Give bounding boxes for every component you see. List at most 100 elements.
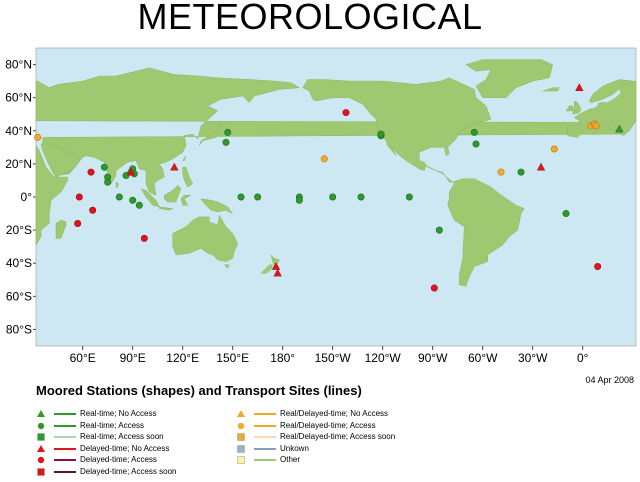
land-southamerica — [447, 178, 525, 287]
land-taiwan — [182, 155, 187, 161]
legend-item: Delayed-time; Access — [36, 454, 236, 466]
land-britain — [572, 100, 582, 115]
lat-label: 40°S — [6, 256, 32, 270]
lat-label: 40°N — [5, 124, 32, 138]
land-arabia — [40, 143, 80, 178]
legend-label: Other — [280, 455, 301, 464]
lon-label: 90°W — [418, 351, 448, 365]
station-circle — [472, 140, 480, 148]
square-icon — [237, 444, 245, 453]
station-circle — [329, 193, 337, 201]
square-icon — [237, 433, 245, 441]
land-nz_s — [260, 264, 274, 274]
legend-item: Unkown — [236, 443, 436, 455]
triangle-icon — [37, 410, 45, 417]
land-africa — [35, 144, 68, 246]
station-triangle — [126, 167, 136, 176]
lat-label: 60°N — [5, 91, 32, 105]
land-greenland — [465, 59, 553, 98]
legend-line — [254, 424, 276, 427]
station-circle — [342, 109, 350, 117]
legend-item: Other — [236, 454, 436, 466]
legend-item: Real/Delayed-time; No Access — [236, 408, 436, 420]
legend-label: Delayed-time; Access soon — [80, 466, 177, 476]
land-sulawesi — [180, 195, 192, 206]
legend-item: Delayed-time; Access soon — [36, 466, 236, 478]
station-circle — [122, 171, 130, 179]
lat-label: 20°S — [6, 223, 32, 237]
station-circle — [129, 196, 137, 204]
legend-item: Real/Delayed-time; Access soon — [236, 431, 436, 443]
station-circle — [135, 201, 143, 209]
lat-label: 80°N — [5, 58, 32, 72]
map-title: METEOROLOGICAL — [137, 0, 483, 37]
land-sri — [115, 181, 119, 188]
legend-title: Moored Stations (shapes) and Transport S… — [36, 383, 362, 398]
lon-label: 90°E — [120, 351, 146, 365]
station-circle — [470, 128, 478, 136]
legend-label: Unkown — [280, 443, 309, 453]
station-circle — [320, 155, 328, 163]
lat-label: 0° — [21, 190, 33, 204]
station-triangle — [615, 124, 624, 133]
map-date: 04 Apr 2008 — [585, 375, 634, 385]
land-java — [159, 206, 174, 211]
lon-label: 60°W — [468, 351, 498, 365]
station-circle — [550, 145, 558, 153]
land-scandinavia — [588, 79, 634, 103]
legend-line — [54, 436, 76, 438]
land-borneo — [164, 185, 182, 203]
legend-line — [54, 459, 76, 461]
world-map: 80°N 60°N 40°N 20°N 0° 20°S 40°S 60°S 80°S 60°E 9… — [5, 47, 637, 365]
station-circle — [594, 263, 602, 271]
land-eurasia — [35, 67, 630, 196]
station-triangle — [273, 268, 282, 277]
lat-label: 80°S — [6, 322, 32, 336]
legend-label: Real/Delayed-time; Access soon — [280, 432, 396, 441]
land-tasmania — [223, 264, 230, 269]
station-circle — [295, 196, 303, 204]
land-madagascar — [55, 219, 67, 239]
station-circle — [254, 193, 262, 201]
legend-line — [254, 413, 276, 415]
legend-line — [54, 413, 76, 415]
legend-line — [54, 470, 76, 473]
station-triangle — [170, 162, 179, 171]
legend-line — [254, 459, 276, 461]
station-circle — [357, 193, 365, 201]
legend-label: Delayed-time; Access — [80, 455, 157, 464]
longitude-axis: 60°E 90°E 120°E 150°E 180° 150°W 120°W 90°W 60°W… — [70, 346, 589, 365]
legend-line — [54, 424, 76, 427]
lon-label: 120°E — [166, 351, 199, 365]
station-circle — [405, 193, 413, 201]
station-circle — [222, 138, 230, 146]
station-circle — [497, 168, 505, 176]
legend-label: Real-time; Access soon — [80, 432, 164, 441]
lon-label: 150°W — [315, 351, 352, 365]
station-circle — [34, 133, 42, 141]
station-circle — [592, 122, 600, 130]
station-markers — [34, 83, 624, 292]
station-circle — [237, 193, 245, 201]
land-europe — [567, 80, 637, 138]
square-icon — [237, 456, 245, 464]
lon-label: 150°E — [216, 351, 249, 365]
legend-line — [254, 436, 276, 438]
latitude-axis: 80°N 60°N 40°N 20°N 0° 20°S 40°S 60°S 80°S — [5, 58, 36, 336]
legend-label: Real/Delayed-time; Access — [280, 420, 376, 430]
station-circle — [74, 219, 82, 227]
land-nz_n — [270, 254, 280, 266]
legend-line — [54, 447, 76, 450]
legend-label: Real-time; No Access — [80, 409, 157, 418]
station-circle — [517, 168, 525, 176]
triangle-icon — [37, 444, 45, 452]
legend-item: Real-time; Access — [36, 420, 236, 432]
land-masses — [35, 59, 637, 287]
station-circle — [75, 193, 83, 201]
station-circle — [87, 168, 95, 176]
lon-label: 180° — [270, 351, 295, 365]
legend-item: Delayed-time; No Access — [36, 443, 236, 455]
legend-label: Real-time; Access — [80, 420, 145, 430]
legend-item: Real-time; No Access — [36, 408, 236, 420]
legend-label: Real/Delayed-time; No Access — [280, 409, 389, 418]
